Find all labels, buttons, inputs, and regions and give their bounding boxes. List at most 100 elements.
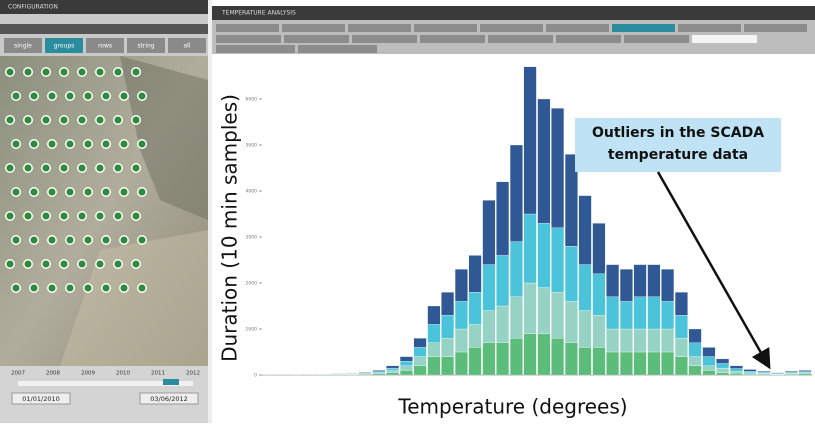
bar-segment [634,329,647,352]
bar-segment [386,370,399,372]
bar-segment [703,357,716,366]
bar-segment [414,347,427,356]
bar-segment [675,357,688,375]
turbine-dot [133,261,140,268]
turbine-dot [103,237,110,244]
tab[interactable] [352,35,417,43]
bar-segment [689,357,702,366]
bar-segment [565,246,578,301]
bar-segment [661,329,674,352]
bar-segment [428,324,441,342]
bar-segment [510,338,523,375]
turbine-dot [85,237,92,244]
bar-segment [400,357,413,362]
toolbar [0,24,208,34]
bar-segment [606,329,619,352]
tab[interactable] [678,24,741,32]
turbine-dot [97,213,104,220]
turbine-dot [121,141,128,148]
turbine-dot [43,213,50,220]
bar-segment [386,373,399,375]
bar-segment [661,269,674,301]
turbine-dot [7,165,14,172]
turbine-dot [139,285,146,292]
bar-segment [606,297,619,329]
bar-segment [510,242,523,297]
bar-segment [483,343,496,375]
turbine-dot [139,189,146,196]
tab[interactable] [612,24,675,32]
tab[interactable] [216,45,295,53]
turbine-dot [139,237,146,244]
turbine-dot [79,213,86,220]
bar-segment [579,311,592,348]
turbine-dot [121,189,128,196]
bar-segment [414,366,427,375]
turbine-dot [43,261,50,268]
turbine-dot [7,213,14,220]
year-label: 2012 [186,371,200,377]
tab[interactable] [216,35,281,43]
bar-segment [524,67,537,214]
turbine-dot [25,213,32,220]
bar-segment [730,369,743,372]
turbine-dot [103,93,110,100]
tab[interactable] [298,45,377,53]
turbine-dot [7,261,14,268]
time-handle[interactable] [163,379,179,385]
tab[interactable] [692,35,757,43]
bar-segment [730,366,743,369]
bar-segment [634,297,647,329]
bar-segment [579,347,592,375]
bar-segment [414,338,427,347]
y-tick-label: 4000 [246,189,258,195]
bar-segment [716,359,729,364]
bar-segment [510,145,523,242]
tab[interactable] [480,24,543,32]
turbine-dot [115,117,122,124]
bar-segment [689,343,702,357]
left-title: CONFIGURATION [8,4,58,11]
bar-segment [441,338,454,356]
year-label: 2010 [116,371,130,377]
turbine-dot [43,69,50,76]
tab[interactable] [284,35,349,43]
tab[interactable] [546,24,609,32]
bar-segment [373,370,386,371]
tab[interactable] [216,24,279,32]
bar-segment [634,352,647,375]
annotation-line: temperature data [608,147,748,163]
bar-segment [620,301,633,329]
tab[interactable] [744,24,807,32]
tab[interactable] [556,35,621,43]
bar-segment [799,370,812,371]
bar-segment [675,315,688,338]
bar-segment [483,311,496,343]
bar-segment [524,214,537,283]
bar-segment [799,372,812,373]
bar-segment [744,369,757,371]
turbine-dot [61,69,68,76]
bar-segment [538,99,551,223]
bar-segment [551,338,564,375]
tab[interactable] [624,35,689,43]
turbine-dot [85,93,92,100]
bar-segment [551,108,564,228]
turbine-dot [31,141,38,148]
turbine-dot [31,285,38,292]
bar-segment [565,343,578,375]
bar-segment [496,306,509,343]
turbine-dot [13,189,20,196]
tab[interactable] [488,35,553,43]
bar-segment [648,297,661,329]
tab[interactable] [348,24,411,32]
bar-segment [483,200,496,264]
tab[interactable] [414,24,477,32]
tab[interactable] [420,35,485,43]
turbine-dot [103,189,110,196]
tab[interactable] [282,24,345,32]
year-label: 2007 [11,371,25,377]
turbine-dot [103,141,110,148]
bar-segment [400,366,413,371]
